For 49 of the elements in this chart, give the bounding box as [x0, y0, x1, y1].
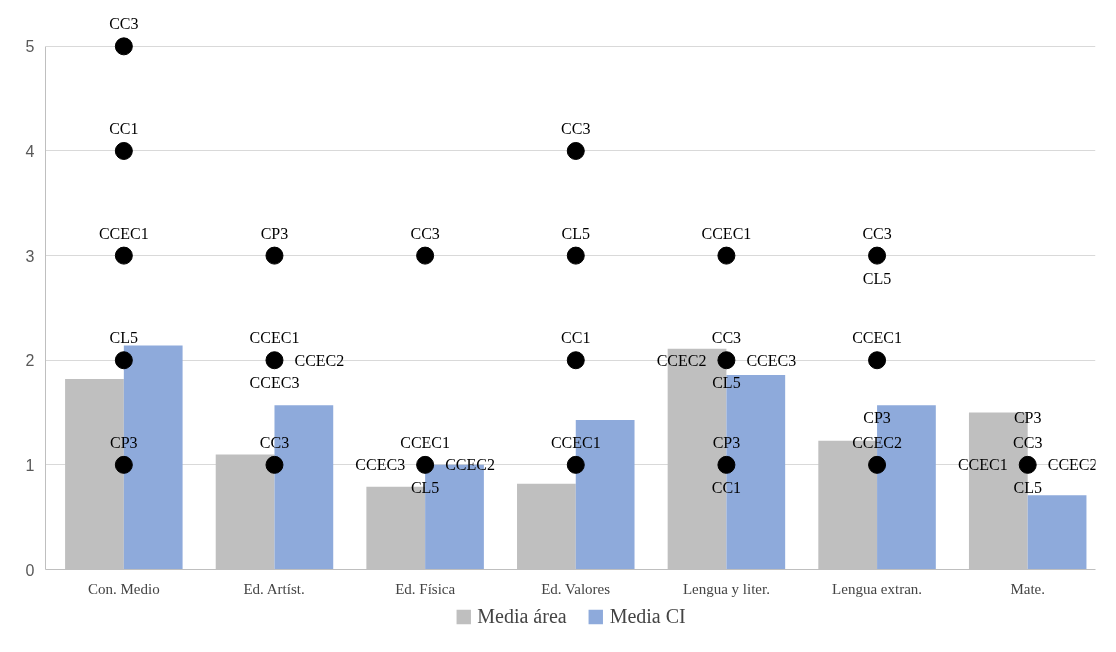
legend-label: Media área	[477, 604, 567, 628]
x-tick-label: Ed. Valores	[541, 580, 611, 597]
y-tick-label: 3	[25, 247, 35, 265]
annotation: CL5	[1013, 478, 1042, 496]
annotation: CL5	[561, 224, 590, 242]
annotation: CC3	[410, 224, 440, 242]
annotation: CCEC3	[746, 351, 797, 369]
x-tick-label: Ed. Artíst.	[243, 580, 305, 597]
legend-label: Media CI	[609, 604, 686, 628]
annotation: CC3	[259, 433, 290, 451]
annotation: CCEC3	[355, 456, 406, 474]
annotation: CL5	[712, 374, 741, 392]
y-tick-label: 1	[25, 456, 35, 474]
annotation: CP3 CC3	[1013, 409, 1043, 451]
annotation: CCEC1	[550, 433, 601, 451]
y-tick-label: 2	[25, 352, 35, 370]
annotation: CP3	[260, 224, 289, 242]
annotation: CC3	[711, 329, 742, 347]
annotation: CCEC1	[701, 224, 752, 242]
annotation: CC1	[109, 119, 139, 137]
annotation: CL5	[862, 269, 892, 287]
y-tick-label: 0	[25, 561, 35, 579]
annotation: CCEC1	[98, 224, 149, 242]
annotation: CC3	[561, 119, 591, 137]
annotation: CP3	[712, 433, 741, 451]
annotation: CCEC1	[249, 329, 300, 347]
annotation: CCEC3	[249, 374, 300, 392]
annotation: CCEC1	[957, 456, 1008, 474]
annotation: CC1	[561, 329, 591, 347]
x-tick-label: Ed. Física	[395, 580, 456, 597]
annotation: CCEC2	[445, 456, 495, 474]
x-tick-label: Lengua extran.	[832, 580, 923, 597]
x-tick-label: Mate.	[1010, 580, 1045, 597]
annotation: CP3 CCEC2	[852, 409, 902, 451]
annotation: CCEC1	[400, 433, 451, 451]
annotation: CC1	[711, 478, 742, 496]
y-tick-label: 5	[25, 38, 35, 56]
annotation: CCEC2	[294, 351, 345, 369]
annotation: CL5	[109, 329, 139, 347]
bar	[1027, 495, 1087, 570]
annotation: CCEC1	[852, 329, 902, 347]
annotation: CCEC2	[656, 351, 707, 369]
annotation: CC3	[862, 224, 892, 242]
annotation: CC3	[109, 15, 139, 33]
x-tick-label: Lengua y liter.	[682, 580, 770, 597]
annotation: CL5	[410, 478, 440, 496]
annotation: CP3	[110, 433, 138, 451]
x-tick-label: Con. Medio	[88, 580, 160, 597]
y-tick-label: 4	[25, 142, 35, 160]
